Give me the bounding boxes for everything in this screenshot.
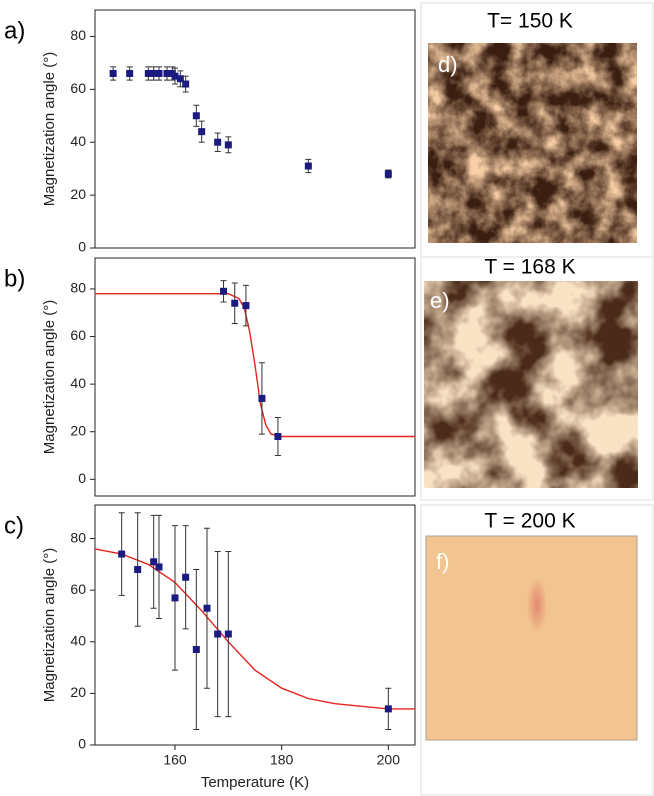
data-point [118, 550, 126, 558]
data-point [192, 646, 200, 654]
image-label: d) [438, 52, 458, 77]
panel-frame [420, 504, 654, 796]
data-point [155, 69, 163, 77]
image-label: f) [436, 549, 449, 574]
image-f-spot [527, 577, 547, 633]
data-point [384, 705, 392, 713]
y-tick-label: 60 [70, 327, 86, 343]
data-point [224, 630, 232, 638]
y-tick-label: 40 [70, 632, 86, 648]
data-point [304, 162, 312, 170]
plot-frame [94, 257, 416, 497]
y-tick-label: 80 [70, 280, 86, 296]
data-point [150, 69, 158, 77]
data-point [155, 563, 163, 571]
data-point [214, 138, 222, 146]
panel-label: b) [4, 265, 25, 292]
y-tick-label: 0 [78, 736, 86, 752]
image-d-texture [428, 43, 637, 243]
data-point [203, 604, 211, 612]
data-point [384, 170, 392, 178]
data-point [220, 287, 228, 295]
data-point [182, 80, 190, 88]
y-tick-label: 80 [70, 529, 86, 545]
data-point [192, 112, 200, 120]
y-tick-label: 0 [78, 470, 86, 486]
data-point [182, 573, 190, 581]
image-f [425, 535, 638, 741]
data-point [214, 630, 222, 638]
data-point [109, 69, 117, 77]
y-tick-label: 20 [70, 684, 86, 700]
image-title: T = 200 K [484, 510, 575, 533]
image-title: T = 168 K [484, 256, 575, 279]
panel-frame [420, 256, 654, 501]
panel-label: a) [4, 17, 25, 44]
data-point [171, 594, 179, 602]
data-point [176, 75, 184, 83]
fit-line [94, 548, 415, 710]
data-point [231, 299, 239, 307]
data-point [126, 69, 134, 77]
y-axis-label: Magnetization angle (°) [41, 548, 58, 702]
y-tick-label: 40 [70, 375, 86, 391]
panel-label: c) [4, 512, 24, 539]
data-point [171, 72, 179, 80]
y-tick-label: 40 [70, 133, 86, 149]
plot-frame [94, 504, 416, 746]
data-point [198, 128, 206, 136]
fit-line [95, 293, 415, 438]
data-point [242, 302, 250, 310]
y-axis-label: Magnetization angle (°) [41, 300, 58, 454]
data-point [134, 566, 142, 574]
x-tick-label: 200 [377, 752, 401, 768]
data-point [144, 69, 152, 77]
image-label: e) [430, 288, 450, 313]
data-point [274, 433, 282, 440]
image-title: T= 150 K [487, 10, 573, 33]
x-axis-label: Temperature (K) [201, 774, 309, 791]
y-tick-label: 60 [70, 581, 86, 597]
y-tick-label: 20 [70, 422, 86, 438]
y-tick-label: 60 [70, 80, 86, 96]
x-tick-label: 160 [163, 752, 187, 768]
y-tick-label: 20 [70, 186, 86, 202]
y-tick-label: 0 [78, 239, 86, 255]
plot-frame [94, 9, 416, 249]
data-point [258, 394, 266, 402]
data-point [163, 69, 171, 77]
x-tick-label: 180 [270, 752, 294, 768]
image-panels: T= 150 K T = 168 K T = 200 K d) e) f) [420, 2, 654, 796]
image-e-texture [424, 281, 638, 488]
y-axis-label: Magnetization angle (°) [41, 52, 58, 206]
data-point [150, 558, 158, 566]
charts: 0 20 40 60 80 Magnetization angle (°) a) 0 20 40 6… [4, 9, 416, 791]
y-tick-label: 80 [70, 27, 86, 43]
data-point [224, 141, 232, 149]
